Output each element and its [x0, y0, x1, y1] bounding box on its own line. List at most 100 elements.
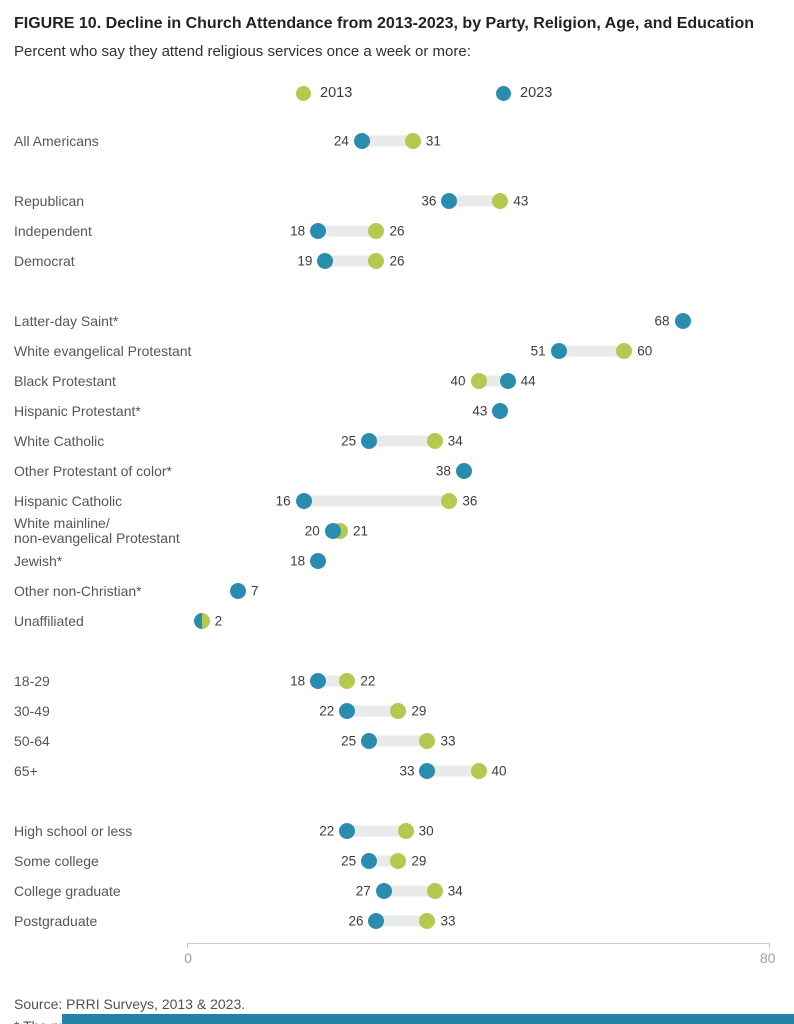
row-plot: 20 21	[187, 516, 770, 546]
value-label-right: 40	[491, 763, 507, 779]
connector-bar	[347, 825, 406, 837]
chart-row: Other non-Christian* 7	[0, 576, 794, 606]
row-plot: 16 36	[187, 486, 770, 516]
connector-bar	[325, 255, 377, 267]
value-label-left: 18	[290, 553, 306, 569]
chart-row: Other Protestant of color* 38	[0, 456, 794, 486]
chart-row: 50-64 25 33	[0, 726, 794, 756]
dot-2023	[441, 193, 458, 209]
dot-2023	[353, 133, 370, 149]
connector-bar	[369, 855, 399, 867]
value-label-left: 24	[333, 133, 349, 149]
value-label-right: 33	[440, 913, 456, 929]
dot-2013	[492, 193, 509, 209]
row-label: Black Protestant	[14, 372, 116, 389]
connector-bar	[318, 225, 377, 237]
value-label-left: 38	[435, 463, 451, 479]
dot-2013	[339, 673, 356, 689]
row-plot: 18	[187, 546, 770, 576]
connector-bar	[369, 435, 435, 447]
chart-row: White Catholic 25 34	[0, 426, 794, 456]
connector-bar	[427, 765, 479, 777]
dot-2013	[368, 223, 385, 239]
value-label-right: 60	[637, 343, 653, 359]
connector-bar	[369, 735, 428, 747]
x-axis-label-min: 0	[184, 950, 193, 966]
row-plot: 25 29	[187, 846, 770, 876]
dot-2013	[470, 373, 487, 389]
value-label-left: 25	[341, 733, 357, 749]
dot-2013	[368, 253, 385, 269]
chart-row: All Americans 24 31	[0, 126, 794, 156]
row-label: Latter-day Saint*	[14, 312, 119, 329]
row-plot: 25 33	[187, 726, 770, 756]
dot-2013	[470, 763, 487, 779]
chart-row: 18-29 18 22	[0, 666, 794, 696]
dot-2023	[310, 553, 327, 569]
value-label-right: 7	[251, 583, 259, 599]
dot-2013-2023-overlap	[193, 613, 210, 629]
row-label: 30-49	[14, 702, 50, 719]
dot-2023	[361, 433, 378, 449]
value-label-right: 29	[411, 853, 427, 869]
connector-bar	[383, 885, 435, 897]
dot-2013	[426, 883, 443, 899]
value-label-right: 34	[447, 883, 463, 899]
row-label: College graduate	[14, 882, 121, 899]
row-label: Other Protestant of color*	[14, 462, 172, 479]
x-axis-label-max: 80	[759, 950, 776, 966]
value-label-right: 43	[513, 193, 529, 209]
group-spacer	[0, 786, 794, 816]
legend-dot-2013	[296, 85, 311, 101]
chart-row: Democrat 19 26	[0, 246, 794, 276]
chart-rows: All Americans 24 31 Republican 36 43 Independe…	[0, 126, 794, 936]
row-plot: 18 26	[187, 216, 770, 246]
chart-row: Latter-day Saint* 68	[0, 306, 794, 336]
row-label: White Catholic	[14, 432, 105, 449]
row-plot: 27 34	[187, 876, 770, 906]
row-plot: 19 26	[187, 246, 770, 276]
row-plot: 18 22	[187, 666, 770, 696]
dumbbell-chart: All Americans 24 31 Republican 36 43 Independe…	[0, 126, 794, 973]
row-plot: 22 30	[187, 816, 770, 846]
connector-bar	[449, 195, 501, 207]
value-label-right: 34	[447, 433, 463, 449]
connector-bar	[361, 135, 413, 147]
dot-2013	[426, 433, 443, 449]
chart-row: Postgraduate 26 33	[0, 906, 794, 936]
chart-row: Republican 36 43	[0, 186, 794, 216]
chart-row: Hispanic Protestant* 43	[0, 396, 794, 426]
row-label: All Americans	[14, 132, 99, 149]
dot-2023	[295, 493, 312, 509]
row-plot: 43	[187, 396, 770, 426]
value-label-right: 30	[418, 823, 434, 839]
row-plot: 25 34	[187, 426, 770, 456]
connector-bar	[376, 915, 428, 927]
value-label-right: 2	[214, 613, 223, 629]
value-label-left: 27	[355, 883, 371, 899]
dot-2023	[339, 823, 356, 839]
dot-2013	[616, 343, 633, 359]
chart-row: Unaffiliated 2	[0, 606, 794, 636]
row-label: Republican	[14, 192, 85, 209]
dot-2023	[230, 583, 246, 599]
value-label-right: 22	[360, 673, 376, 689]
dot-2023	[368, 913, 385, 929]
figure-subtitle: Percent who say they attend religious se…	[14, 43, 471, 60]
legend: 2013 2023	[0, 85, 794, 105]
chart-row: 30-49 22 29	[0, 696, 794, 726]
value-label-right: 33	[440, 733, 456, 749]
row-plot: 40 44	[187, 366, 770, 396]
row-plot: 22 29	[187, 696, 770, 726]
dot-2023	[310, 223, 327, 239]
value-label-right: 29	[411, 703, 427, 719]
legend-label-2023: 2023	[520, 85, 553, 101]
value-label-left: 33	[399, 763, 415, 779]
dot-2023	[674, 313, 691, 329]
chart-row: 65+ 33 40	[0, 756, 794, 786]
connector-bar	[303, 495, 450, 507]
chart-row: High school or less 22 30	[0, 816, 794, 846]
dot-2023	[310, 673, 327, 689]
value-label-left: 18	[290, 223, 306, 239]
chart-row: Black Protestant 40 44	[0, 366, 794, 396]
